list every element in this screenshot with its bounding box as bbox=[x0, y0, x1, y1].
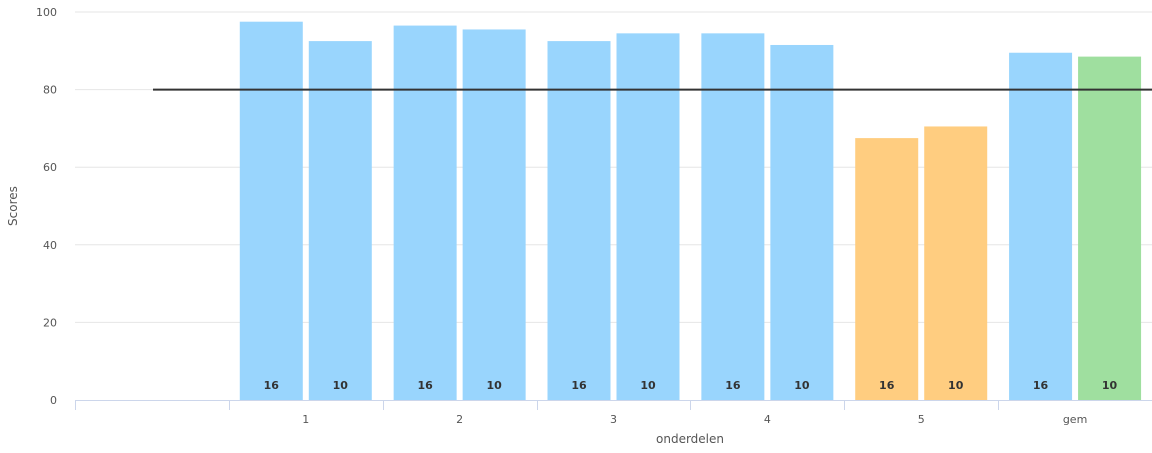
bar[interactable] bbox=[393, 25, 457, 401]
y-axis-ticks: 0 20 40 60 80 100 bbox=[36, 6, 57, 407]
bar-data-label: 16 bbox=[1033, 379, 1049, 392]
x-tick-label: 1 bbox=[302, 413, 309, 426]
bar[interactable] bbox=[701, 33, 765, 401]
bar-data-label: 16 bbox=[417, 379, 433, 392]
bar[interactable] bbox=[239, 21, 303, 400]
bar[interactable] bbox=[308, 41, 372, 400]
x-tick-label: 3 bbox=[610, 413, 617, 426]
bar-data-label: 16 bbox=[879, 379, 895, 392]
bar[interactable] bbox=[924, 126, 988, 401]
bar[interactable] bbox=[770, 44, 834, 400]
bar-data-label: 10 bbox=[794, 379, 810, 392]
bars bbox=[239, 21, 1142, 401]
bar-data-label: 16 bbox=[264, 379, 280, 392]
x-axis-title: onderdelen bbox=[656, 432, 724, 446]
y-tick-label: 80 bbox=[43, 84, 57, 97]
y-tick-label: 60 bbox=[43, 161, 57, 174]
bar-labels: 16 10 16 10 16 10 16 10 16 10 16 10 bbox=[264, 379, 1118, 392]
gridlines bbox=[75, 11, 1152, 323]
y-tick-label: 40 bbox=[43, 239, 57, 252]
bar[interactable] bbox=[462, 29, 526, 401]
x-axis: 1 2 3 4 5 gem bbox=[75, 400, 1152, 426]
y-tick-label: 0 bbox=[50, 394, 57, 407]
bar[interactable] bbox=[616, 33, 680, 401]
bar-data-label: 10 bbox=[486, 379, 502, 392]
bar-data-label: 10 bbox=[1102, 379, 1118, 392]
bar-data-label: 10 bbox=[948, 379, 964, 392]
bar[interactable] bbox=[1078, 56, 1142, 401]
bar[interactable] bbox=[547, 41, 611, 400]
bar-data-label: 16 bbox=[571, 379, 587, 392]
bar-data-label: 16 bbox=[725, 379, 741, 392]
y-tick-label: 20 bbox=[43, 316, 57, 329]
bar-data-label: 10 bbox=[640, 379, 656, 392]
bar[interactable] bbox=[1009, 52, 1073, 401]
bar-data-label: 10 bbox=[333, 379, 349, 392]
x-tick-label: 4 bbox=[764, 413, 771, 426]
bar[interactable] bbox=[855, 138, 919, 400]
x-tick-label: 5 bbox=[918, 413, 925, 426]
y-tick-label: 100 bbox=[36, 6, 57, 19]
y-axis-title: Scores bbox=[6, 186, 20, 226]
x-tick-label: 2 bbox=[456, 413, 463, 426]
x-tick-label: gem bbox=[1063, 413, 1087, 426]
